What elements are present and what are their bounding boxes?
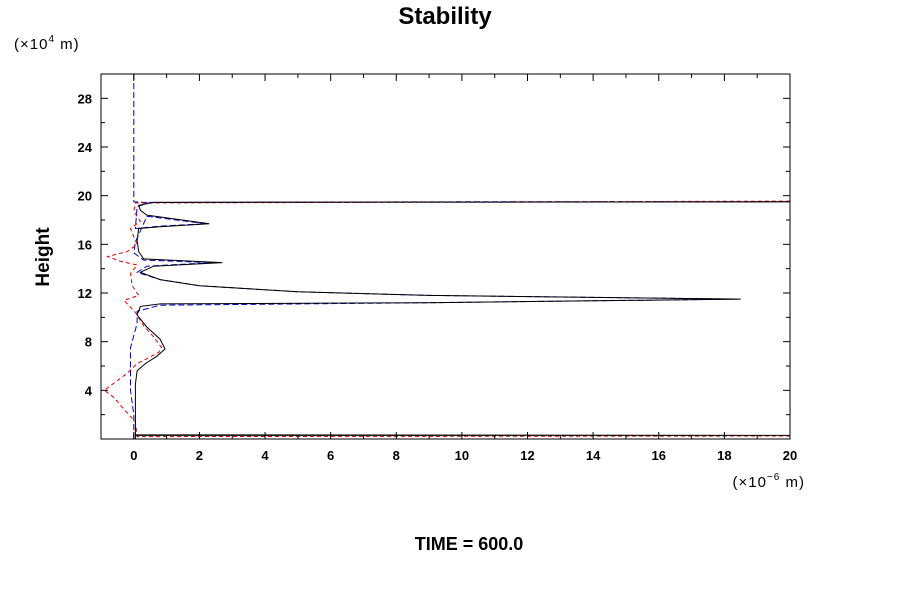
x-tick-label: 12 [520, 448, 534, 463]
x-tick-label: 16 [652, 448, 666, 463]
y-tick-label: 4 [85, 383, 93, 398]
y-tick-label: 24 [78, 140, 93, 155]
plot-content [103, 74, 790, 439]
series-line-0 [134, 201, 790, 439]
series-line-2 [103, 200, 790, 438]
y-tick-label: 20 [78, 189, 92, 204]
y-tick-label: 16 [78, 237, 92, 252]
chart-title: Stability [398, 3, 492, 30]
x-tick-label: 20 [783, 448, 797, 463]
y-axis-label: Height [33, 227, 54, 287]
x-tick-label: 14 [586, 448, 601, 463]
x-unit-base: (×10 [732, 474, 766, 491]
x-tick-label: 4 [261, 448, 269, 463]
x-tick-label: 2 [196, 448, 203, 463]
x-tick-label: 8 [393, 448, 400, 463]
y-tick-label: 12 [78, 286, 92, 301]
series-line-1 [130, 74, 790, 439]
x-tick-label: 18 [717, 448, 731, 463]
x-axis-unit: (×10−6 m) [732, 472, 805, 491]
time-label: TIME = 600.0 [415, 534, 524, 554]
y-tick-label: 28 [78, 91, 92, 106]
x-unit-exponent: −6 [767, 472, 780, 483]
y-tick-label: 8 [85, 335, 92, 350]
x-tick-label: 6 [327, 448, 334, 463]
y-unit-base: (×10 [14, 36, 48, 53]
x-tick-label: 0 [130, 448, 137, 463]
y-axis-unit: (×104 m) [14, 34, 80, 53]
x-unit-tail: m) [780, 474, 805, 491]
plot-frame [100, 73, 791, 440]
x-tick-label: 10 [455, 448, 469, 463]
y-unit-exponent: 4 [48, 34, 55, 45]
y-unit-tail: m) [55, 36, 80, 53]
